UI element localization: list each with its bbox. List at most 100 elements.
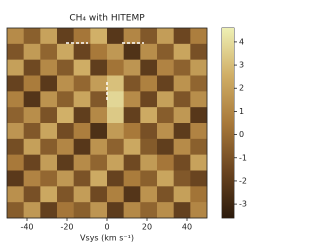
heatmap-cell <box>157 138 174 155</box>
heatmap-cell <box>123 59 141 76</box>
heatmap-cell <box>173 28 191 45</box>
heatmap-cell <box>40 170 58 187</box>
heatmap-cell <box>7 91 24 108</box>
colorbar-tick-label: 4 <box>239 37 244 46</box>
heatmap-cell <box>7 123 24 140</box>
x-axis-label: Vsys (km s⁻¹) <box>80 234 134 243</box>
heatmap-cell <box>140 202 158 219</box>
heatmap-cell <box>90 91 108 108</box>
heatmap-cell <box>73 138 91 155</box>
heatmap-cell <box>73 202 91 219</box>
heatmap-cell <box>123 154 141 171</box>
heatmap-cell <box>90 75 108 92</box>
heatmap-cell <box>123 107 141 124</box>
heatmap-cell <box>157 28 174 45</box>
heatmap-cell <box>107 123 124 140</box>
heatmap-cell <box>173 59 191 76</box>
heatmap-cell <box>123 43 141 60</box>
heatmap-cell <box>190 186 208 203</box>
heatmap-cell <box>7 202 24 219</box>
heatmap-cell <box>107 59 124 76</box>
heatmap-cell <box>140 154 158 171</box>
heatmap-cell <box>140 170 158 187</box>
heatmap-cell <box>107 202 124 219</box>
heatmap-cell <box>173 170 191 187</box>
heatmap-cell <box>140 186 158 203</box>
heatmap-cell <box>7 138 24 155</box>
heatmap-cell <box>190 107 208 124</box>
heatmap-cell <box>140 75 158 92</box>
heatmap-cell <box>90 123 108 140</box>
heatmap-cell <box>57 123 74 140</box>
heatmap-cell <box>57 202 74 219</box>
heatmap-cell <box>157 59 174 76</box>
heatmap-cell <box>190 43 208 60</box>
heatmap-cell <box>40 123 58 140</box>
colorbar-tick-label: 1 <box>239 107 244 116</box>
heatmap-cell <box>23 59 41 76</box>
heatmap-cell <box>190 123 208 140</box>
heatmap-cell <box>90 186 108 203</box>
colorbar-tick-label: -1 <box>239 153 247 162</box>
heatmap-cell <box>173 186 191 203</box>
heatmap-cell <box>7 154 24 171</box>
heatmap-cell <box>173 107 191 124</box>
heatmap-cell <box>40 186 58 203</box>
heatmap-cell <box>57 138 74 155</box>
heatmap-cell <box>190 75 208 92</box>
heatmap-cell <box>40 75 58 92</box>
heatmap-cell <box>190 28 208 45</box>
colorbar-tick-label: 2 <box>239 84 244 93</box>
chart: CH₄ with HITEMP Vsys (km s⁻¹) -40 -20 0 20 4… <box>6 14 247 243</box>
x-tick-label: 0 <box>104 223 109 232</box>
heatmap-cell <box>173 43 191 60</box>
heatmap-cell <box>173 75 191 92</box>
heatmap-cell <box>190 138 208 155</box>
heatmap-cell <box>73 59 91 76</box>
heatmap-cell <box>23 138 41 155</box>
heatmap-cell <box>73 170 91 187</box>
heatmap-cell <box>107 28 124 45</box>
heatmap-cell <box>40 43 58 60</box>
colorbar-tick-label: -3 <box>239 200 247 209</box>
heatmap-cell <box>40 154 58 171</box>
heatmap-cell <box>40 202 58 219</box>
planet-markers <box>66 42 144 102</box>
colorbar-tick-label: 0 <box>239 130 244 139</box>
heatmap-cell <box>90 170 108 187</box>
heatmap-cell <box>73 91 91 108</box>
heatmap-cell <box>123 202 141 219</box>
heatmap-cell <box>173 154 191 171</box>
heatmap-cell <box>23 186 41 203</box>
heatmap-cell <box>107 186 124 203</box>
heatmap-cell <box>7 75 24 92</box>
heatmap-cell <box>7 43 24 60</box>
heatmap-cell <box>107 107 124 124</box>
heatmap-cell <box>90 138 108 155</box>
x-tick-label: -40 <box>20 223 33 232</box>
heatmap-cell <box>157 186 174 203</box>
heatmap-cell <box>90 107 108 124</box>
heatmap-cell <box>73 107 91 124</box>
heatmap-cell <box>90 154 108 171</box>
heatmap-cell <box>140 43 158 60</box>
heatmap-cell <box>90 28 108 45</box>
heatmap-cell <box>23 91 41 108</box>
heatmap-cell <box>107 91 124 108</box>
plot <box>7 28 208 219</box>
heatmap-cell <box>140 59 158 76</box>
heatmap-cell <box>173 91 191 108</box>
heatmap-cell <box>57 59 74 76</box>
heatmap-cell <box>57 75 74 92</box>
heatmap-cell <box>157 202 174 219</box>
heatmap-cell <box>7 59 24 76</box>
heatmap-cell <box>190 202 208 219</box>
heatmap-cell <box>57 91 74 108</box>
heatmap-cell <box>57 28 74 45</box>
heatmap-cell <box>23 170 41 187</box>
heatmap-cell <box>173 123 191 140</box>
heatmap-cell <box>123 75 141 92</box>
heatmap-cell <box>23 123 41 140</box>
heatmap-cell <box>57 43 74 60</box>
x-tick-label: 20 <box>142 223 152 232</box>
